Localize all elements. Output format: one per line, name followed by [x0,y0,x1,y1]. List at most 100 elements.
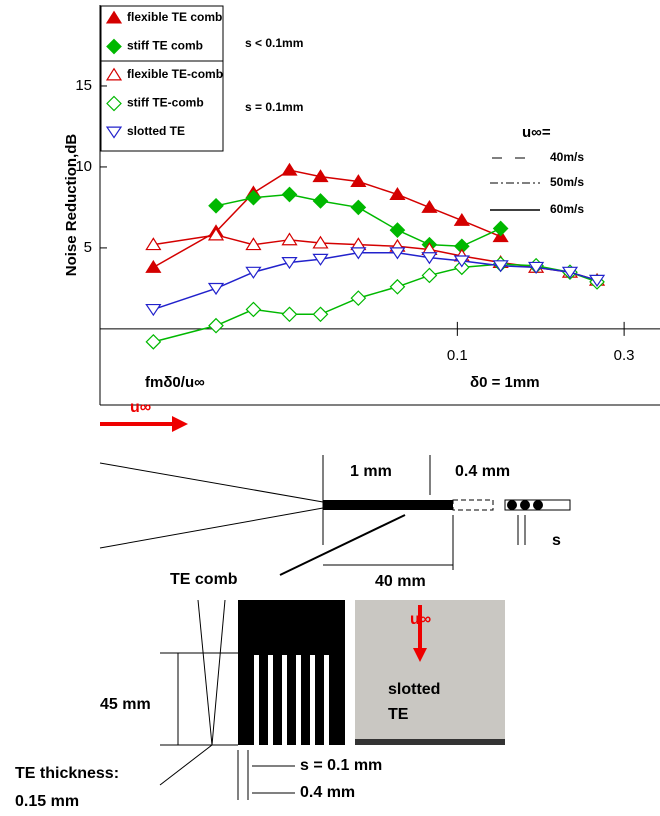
marker [208,197,224,214]
marker [312,235,329,249]
marker [208,317,224,334]
comb-tooth [533,500,543,510]
marker [245,266,262,279]
marker [105,10,123,24]
marker [389,278,406,295]
pointer [279,514,406,576]
marker [207,227,225,241]
marker [281,256,298,270]
te-comb-bar [323,500,453,510]
diagram-label: TE thickness: [15,765,119,782]
comb-slots [254,655,329,745]
marker [492,220,509,237]
marker [492,260,509,273]
diagram-label: TE comb [170,571,238,588]
annotation: u∞= [522,124,551,141]
airfoil-edge [99,507,324,549]
series-line [153,252,598,311]
annotation: 40m/s [550,150,584,164]
flow-arrow-head [413,648,427,662]
photo-edge [355,739,505,745]
marker [245,189,262,206]
annotation: 50m/s [550,175,584,189]
legend [100,5,224,152]
legend-label: stiff TE comb [127,39,203,53]
marker [281,232,298,246]
marker [350,290,367,306]
marker [281,186,298,203]
legend-label: flexible TE-comb [127,67,223,81]
annotation: 60m/s [550,202,584,216]
marker [527,261,545,275]
marker [245,237,262,251]
diagram-label: 0.4 mm [455,463,510,480]
marker [389,187,406,200]
annotation: δ0 = 1mm [470,374,540,391]
marker [207,282,225,296]
marker [350,199,367,216]
diagram-label: u∞ [410,611,431,628]
marker [588,274,606,287]
marker [421,199,438,213]
diagram-label: u∞ [130,399,151,416]
marker [281,162,298,176]
diagram-label: 0.4 mm [300,784,355,801]
marker [350,247,367,260]
marker [145,303,162,317]
marker [312,169,329,183]
legend-label: flexible TE comb [127,10,222,24]
pointer [159,744,213,786]
marker [105,126,123,139]
diagram-label: 40 mm [375,573,426,590]
legend-label: slotted TE [127,124,185,138]
marker [281,306,298,323]
series-line [153,234,598,282]
marker [145,237,162,251]
marker [421,267,438,284]
y-axis-label: Noise Reduction,dB [63,134,80,277]
slotted-te-photo [355,600,505,745]
marker [389,247,406,260]
marker [105,67,123,81]
y-tick-label: 5 [84,239,92,256]
marker [312,193,329,209]
thickness-line [211,599,226,746]
marker [561,266,579,279]
marker [421,252,438,265]
diagram-label: s = 0.1 mm [300,757,382,774]
diagram-label: TE [388,706,409,723]
marker [312,306,329,323]
annotation: s < 0.1mm [245,36,303,50]
marker [453,255,470,268]
comb-tooth [507,500,517,510]
series-line [152,169,501,269]
thickness-line [197,599,213,746]
marker [106,95,122,112]
comb-tooth [520,500,530,510]
y-tick-label: 10 [75,158,92,175]
diagram-label: slotted [388,681,440,698]
diagram-label: 0.15 mm [15,793,79,810]
diagram-label: 1 mm [350,463,392,480]
annotation: fmδ0/u∞ [145,374,205,391]
airfoil-edge [99,462,324,503]
annotation: s = 0.1mm [245,100,303,114]
x-tick-label: 0.3 [614,347,635,364]
diagram-label: 45 mm [100,696,151,713]
marker [106,38,122,55]
legend-label: stiff TE-comb [127,96,204,110]
marker [312,253,329,266]
series-line [153,263,598,343]
marker [453,212,470,226]
y-tick-label: 15 [75,77,92,94]
marker [245,301,262,318]
marker [389,222,406,238]
marker [145,259,162,273]
x-tick-label: 0.1 [447,347,468,364]
diagram-label: s [552,532,561,549]
flow-arrow-head [172,416,188,432]
marker [145,333,162,350]
marker [350,174,367,188]
